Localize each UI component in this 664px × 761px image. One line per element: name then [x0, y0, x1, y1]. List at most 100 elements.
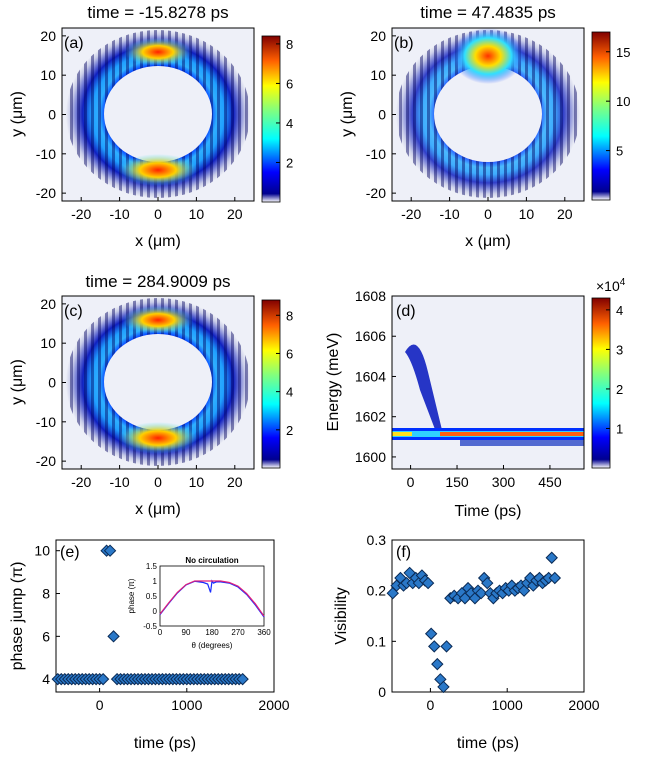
colorbar-d-tick-label: 3 — [616, 342, 623, 357]
inset-xtick-label: 0 — [158, 628, 163, 637]
panel-b-ytick-label: -10 — [366, 146, 386, 162]
panel-d-ytick-label: 1604 — [355, 368, 386, 384]
panel-e-data-point — [236, 672, 249, 686]
panel-b-xlabel: x (μm) — [465, 233, 511, 250]
panel-f-ytick-label: 0.3 — [367, 532, 387, 548]
panel-a-ytick-label: 0 — [48, 107, 56, 123]
colorbar-c-tick-label: 6 — [286, 346, 293, 361]
panel-a-ytick-label: -20 — [36, 185, 56, 201]
panel-e-ytick-label: 8 — [42, 586, 50, 602]
colorbar-c-tick-label: 4 — [286, 385, 293, 400]
inset-ytick-label: 0.5 — [146, 592, 158, 601]
panel-a-ytick-label: 20 — [40, 28, 56, 44]
inset-xtick-label: 90 — [182, 628, 191, 637]
panel-d-xtick-label: 150 — [445, 474, 469, 490]
inset-ytick-label: -0.5 — [143, 622, 157, 631]
panel-b-xtick-label: 10 — [519, 206, 535, 222]
marks-layer — [51, 544, 562, 694]
panel-f-xtick-label: 0 — [427, 697, 435, 713]
colorbar-d-tick-label: 4 — [616, 303, 623, 318]
panel-f-ytick-label: 0 — [378, 684, 386, 700]
panel-f-data-point — [431, 657, 444, 671]
panel-a-title: time = -15.8278 ps — [87, 3, 228, 22]
inset-ytick-label: 1.5 — [146, 562, 158, 571]
panel-d-xtick-label: 0 — [407, 474, 415, 490]
inset-xtick-label: 270 — [231, 628, 245, 637]
panel-b-xtick-label: 20 — [557, 206, 573, 222]
panel-f-xtick-label: 2000 — [568, 697, 599, 713]
panel-d-image — [392, 296, 584, 469]
panel-b-xtick-label: 0 — [484, 206, 492, 222]
panel-d-ylabel: Energy (meV) — [325, 333, 342, 432]
panel-b-xtick-label: -10 — [439, 206, 459, 222]
panel-a-xtick-label: 20 — [227, 206, 243, 222]
panel-e-data-point — [103, 544, 117, 557]
panel-c-ytick-label: 0 — [48, 375, 56, 391]
panel-c-xlabel: x (μm) — [135, 501, 181, 518]
panel-a-image — [62, 28, 254, 201]
panel-f-xlabel: time (ps) — [457, 735, 519, 752]
panel-e-xlabel: time (ps) — [134, 735, 196, 752]
panel-d-label: (d) — [396, 303, 416, 320]
inset-ytick-label: 0 — [153, 607, 158, 616]
panel-f-label: (f) — [396, 544, 411, 561]
panel-f-frame — [391, 539, 585, 693]
colorbar-b-tick-label: 10 — [616, 94, 630, 109]
panel-f-data-point — [437, 680, 450, 694]
inset-frame — [159, 565, 265, 627]
colorbar-d-tick-label: 2 — [616, 382, 623, 397]
panel-a-xtick-label: -20 — [71, 206, 91, 222]
colorbar-a-tick-label: 4 — [286, 116, 293, 131]
colorbar-a — [261, 35, 281, 203]
panel-e-ylabel: phase jump (π) — [9, 562, 26, 671]
inset-xtick-label: 360 — [257, 628, 271, 637]
panel-e-data-point — [107, 630, 120, 643]
panel-f-data-point — [481, 576, 494, 590]
panel-c-image — [62, 296, 254, 469]
panel-a-xtick-label: -10 — [109, 206, 129, 222]
panel-d-xtick-label: 300 — [492, 474, 516, 490]
panel-f-data-point — [548, 571, 562, 585]
colorbar-b-tick-label: 15 — [616, 45, 630, 60]
panel-f-data-point — [440, 640, 453, 653]
panel-f-ylabel: Visibility — [333, 587, 350, 645]
inset-title: No circulation — [185, 556, 238, 565]
panel-a-ytick-label: 10 — [40, 67, 56, 83]
panel-b-ytick-label: 20 — [370, 28, 386, 44]
panel-c-ylabel: y (μm) — [9, 359, 26, 405]
panel-f-xtick-label: 1000 — [492, 697, 523, 713]
panel-d-xlabel: Time (ps) — [455, 503, 522, 520]
panel-a-xtick-label: 10 — [189, 206, 205, 222]
panel-e-ytick-label: 4 — [42, 671, 50, 687]
panel-f-data-point — [545, 551, 558, 564]
inset-series-reference — [159, 580, 265, 617]
inset-ylabel: phase (π) — [127, 578, 136, 613]
panel-e-xtick-label: 0 — [96, 697, 104, 713]
panel-d-ytick-label: 1602 — [355, 409, 386, 425]
panel-b-ytick-label: 10 — [370, 67, 386, 83]
panel-a-ylabel: y (μm) — [9, 91, 26, 137]
panel-f-ytick-label: 0.2 — [367, 583, 387, 599]
panel-c-xtick-label: 0 — [154, 474, 162, 490]
panel-c-ytick-label: -10 — [36, 414, 56, 430]
panel-b-ytick-label: 0 — [378, 107, 386, 123]
panel-e-data-point — [96, 672, 110, 686]
inset-ytick-label: 1 — [153, 577, 158, 586]
panel-f-ytick-label: 0.1 — [367, 633, 387, 649]
panel-a-xtick-label: 0 — [154, 206, 162, 222]
panel-a-xlabel: x (μm) — [135, 233, 181, 250]
panel-d-ytick-label: 1606 — [355, 328, 386, 344]
panel-c-xtick-label: -10 — [109, 474, 129, 490]
panel-e-ytick-label: 10 — [34, 543, 50, 559]
colorbar-a-tick-label: 8 — [286, 37, 293, 52]
colorbar-d — [591, 297, 611, 469]
panel-c-xtick-label: 10 — [189, 474, 205, 490]
panel-c-ytick-label: -20 — [36, 453, 56, 469]
colorbar-a-tick-label: 2 — [286, 155, 293, 170]
panel-d-ytick-label: 1608 — [355, 288, 386, 304]
colorbar-d-multiplier: ×104 — [596, 277, 626, 294]
panel-e-xtick-label: 1000 — [171, 697, 202, 713]
colorbar-b-tick-label: 5 — [616, 144, 623, 159]
